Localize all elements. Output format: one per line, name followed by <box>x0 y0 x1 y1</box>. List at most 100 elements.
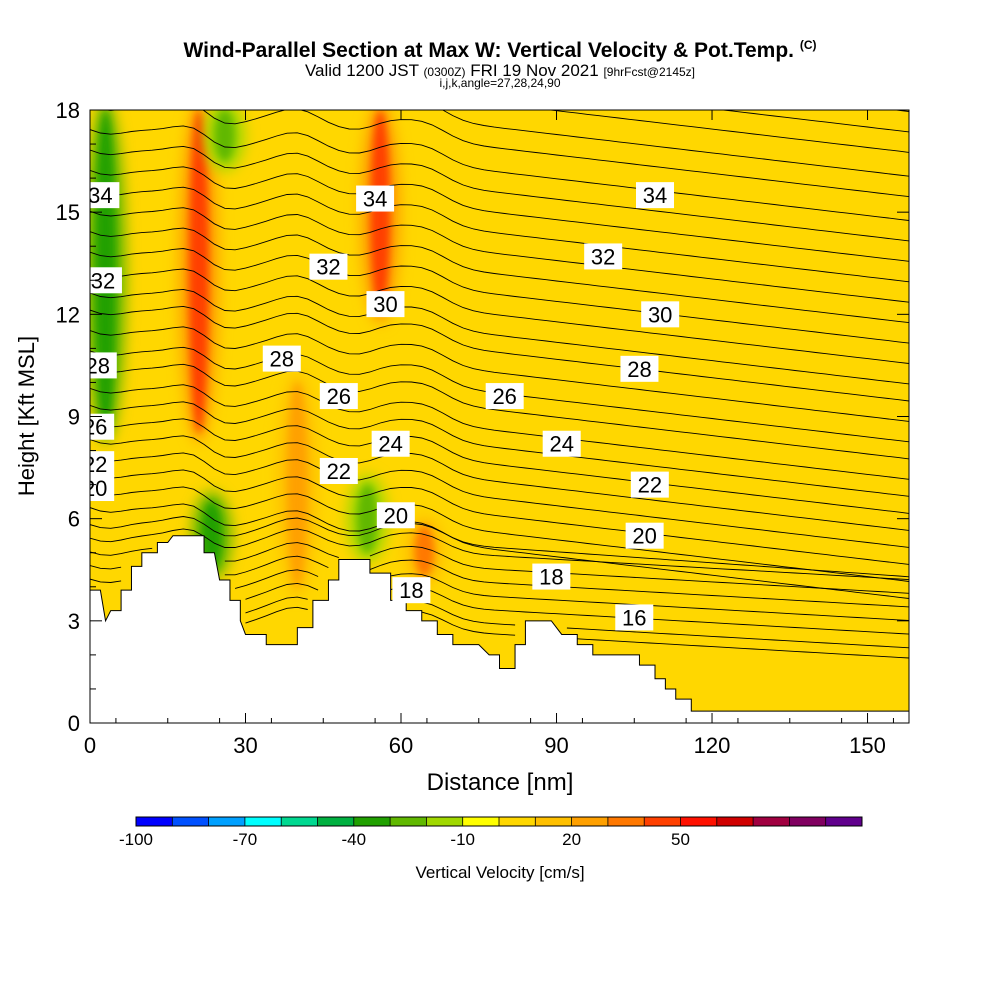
theta-label-text: 24 <box>549 432 573 457</box>
theta-label-text: 32 <box>316 255 340 280</box>
theta-label-text: 30 <box>648 302 672 327</box>
colorbar-swatch <box>499 817 536 826</box>
theta-label: 26 <box>485 383 524 410</box>
updraft-core <box>370 110 391 315</box>
theta-label-box <box>90 451 115 478</box>
colorbar-swatch <box>571 817 609 826</box>
colorbar-swatch <box>426 817 463 826</box>
x-tick-label: 60 <box>389 733 413 758</box>
colorbar-swatch <box>462 817 500 826</box>
theta-label-box <box>630 471 669 498</box>
theta-label: 32 <box>309 253 348 280</box>
isentrope-line <box>245 606 909 659</box>
theta-label: 22 <box>630 471 669 498</box>
theta-label-text: 30 <box>373 292 397 317</box>
isentrope-line <box>90 418 909 514</box>
colorbar-tick-label: -70 <box>233 830 258 849</box>
theta-label-box <box>319 383 358 410</box>
colorbar-swatch <box>208 817 246 826</box>
theta-label-box <box>309 253 348 280</box>
theta-label-text: 20 <box>83 476 107 501</box>
colorbar-tick-label: -100 <box>119 830 153 849</box>
theta-labels: 3432282622203432283026222420182624183228… <box>83 182 680 631</box>
isentrope-line <box>90 452 909 548</box>
theta-label-text: 20 <box>632 524 656 549</box>
isentrope-line <box>546 110 909 153</box>
updraft-2 <box>277 372 318 597</box>
isentrope-line <box>90 435 909 531</box>
colorbar-tick-label: -10 <box>450 830 475 849</box>
y-tick-label: 12 <box>56 302 80 327</box>
updraft-core <box>188 110 209 434</box>
isentrope-line <box>90 186 909 283</box>
colorbar-tick-label: 50 <box>671 830 690 849</box>
y-tick-label: 9 <box>68 405 80 430</box>
isentrope-line <box>90 503 909 599</box>
isentrope-line <box>90 555 909 608</box>
isentrope-line <box>90 528 909 581</box>
theta-label: 26 <box>319 383 358 410</box>
theta-label: 24 <box>371 430 410 457</box>
colorbar-swatch <box>607 817 645 826</box>
isentrope-line <box>90 166 909 262</box>
isentrope-line <box>90 125 909 221</box>
updraft-0 <box>178 110 219 444</box>
theta-label: 18 <box>392 577 431 604</box>
theta-label: 34 <box>356 185 395 212</box>
isentrope-line <box>892 110 909 112</box>
theta-label-text: 34 <box>643 183 667 208</box>
colorbar-title: Vertical Velocity [cm/s] <box>415 863 585 882</box>
isentrope-line <box>90 0 909 67</box>
colorbar-tick-label: -40 <box>342 830 367 849</box>
updraft-core <box>414 525 435 577</box>
theta-label-text: 32 <box>591 244 615 269</box>
theta-label-text: 26 <box>492 384 516 409</box>
theta-label-box <box>485 383 524 410</box>
theta-label-box <box>371 430 410 457</box>
isentrope-line <box>90 363 909 460</box>
isentropes <box>90 0 909 659</box>
colorbar-swatch <box>825 817 863 826</box>
theta-label-box <box>532 563 571 590</box>
terrain <box>90 535 909 723</box>
isentrope-line <box>90 227 909 324</box>
isentrope-line <box>90 305 909 402</box>
isentrope-line <box>90 486 909 582</box>
isentrope-line <box>90 384 909 480</box>
theta-label-text: 26 <box>327 384 351 409</box>
theta-label-box <box>366 291 405 318</box>
isentrope-line <box>90 248 909 344</box>
theta-label-box <box>641 301 680 328</box>
updraft-core <box>287 382 308 587</box>
isentrope-line <box>719 110 909 133</box>
x-tick-label: 0 <box>84 733 96 758</box>
theta-label-text: 22 <box>83 452 107 477</box>
theta-label: 22 <box>83 451 115 478</box>
isentrope-line <box>245 596 909 649</box>
theta-label-text: 34 <box>88 183 112 208</box>
isentrope-line <box>90 268 909 364</box>
y-tick-label: 15 <box>56 200 80 225</box>
theta-label-box <box>584 243 623 270</box>
theta-label-box <box>90 182 120 209</box>
colorbar-swatch <box>644 817 681 826</box>
isentrope-line <box>90 288 909 385</box>
y-axis-label: Height [Kft MSL] <box>14 336 39 496</box>
isentrope-line <box>90 207 909 303</box>
colorbar-swatch <box>281 817 318 826</box>
downdraft-core <box>357 484 378 553</box>
grid-indices: i,j,k,angle=27,28,24,90 <box>439 76 561 90</box>
theta-label: 28 <box>90 352 117 379</box>
downdraft-core <box>214 110 235 162</box>
theta-label: 18 <box>532 563 571 590</box>
theta-label: 32 <box>584 243 623 270</box>
downdraft-1 <box>204 110 245 172</box>
colorbar-swatch <box>789 817 826 826</box>
x-tick-label: 90 <box>544 733 568 758</box>
chart-title-text: Wind-Parallel Section at Max W: Vertical… <box>183 39 794 62</box>
x-tick-label: 150 <box>849 733 886 758</box>
isentrope-line <box>90 326 909 422</box>
theta-label-box <box>90 413 115 440</box>
updraft-1 <box>360 110 401 325</box>
theta-label-text: 22 <box>327 459 351 484</box>
